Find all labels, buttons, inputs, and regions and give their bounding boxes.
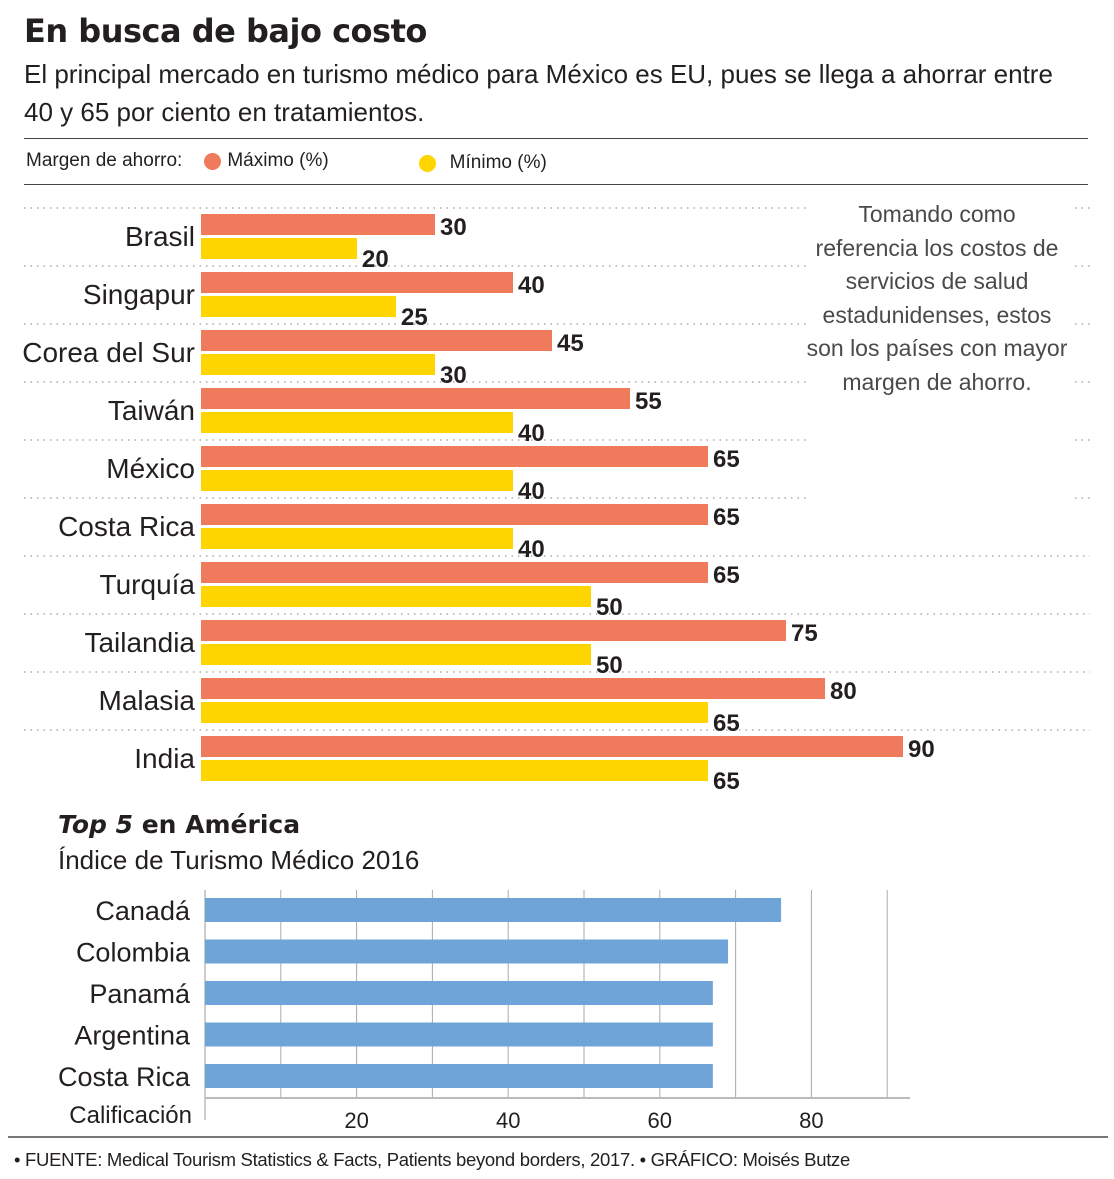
value-label-max: 80 <box>830 678 857 705</box>
bar-max <box>201 330 552 351</box>
annotation-note: Tomando como referencia los costos de se… <box>806 201 1068 395</box>
medical-tourism-index-chart: Canadá Colombia Panamá Argentina Costa Rica 2… <box>58 890 910 1133</box>
bar-max <box>201 678 825 699</box>
bar-max <box>201 562 708 583</box>
legend-label-max: Máximo (%) <box>227 150 329 171</box>
category-label: Costa Rica <box>58 1062 191 1092</box>
divider-footer <box>8 1136 1108 1138</box>
value-label-min: 20 <box>362 246 389 273</box>
bar-max <box>201 272 513 293</box>
category-label: Taiwán <box>108 395 195 426</box>
legend-item-min: Mínimo (%) <box>418 152 547 174</box>
bar-max <box>201 446 708 467</box>
value-label-min: 40 <box>518 536 545 563</box>
value-label-max: 75 <box>791 620 818 647</box>
bar <box>205 981 713 1005</box>
x-tick-label: 20 <box>344 1108 368 1133</box>
value-label-max: 65 <box>713 504 740 531</box>
category-label: Panamá <box>89 979 191 1009</box>
x-tick-label: 80 <box>799 1108 823 1133</box>
value-label-min: 50 <box>596 652 623 679</box>
bar <box>205 1022 713 1047</box>
value-label-min: 40 <box>518 478 545 505</box>
legend-swatch-max <box>204 152 222 170</box>
bar-max <box>201 214 435 235</box>
category-label: México <box>106 453 195 484</box>
category-label: Argentina <box>74 1021 191 1051</box>
chart-title: En busca de bajo costo <box>24 12 427 50</box>
category-label: India <box>134 743 195 774</box>
category-label: Costa Rica <box>58 511 195 542</box>
divider-top <box>24 138 1088 139</box>
legend-item-max: Máximo (%) <box>204 150 329 172</box>
value-label-max: 65 <box>713 562 740 589</box>
value-label-min: 65 <box>713 710 740 737</box>
bar-max <box>201 388 630 409</box>
chart-subtitle: El principal mercado en turismo médico p… <box>24 59 1053 127</box>
category-label: Corea del Sur <box>22 337 195 368</box>
bottom-title-italic: Top 5 <box>58 810 133 839</box>
legend: Margen de ahorro: Máximo (%) Mínimo (%) <box>26 148 547 174</box>
category-label: Colombia <box>76 938 191 968</box>
value-label-min: 50 <box>596 594 623 621</box>
category-label: Brasil <box>125 221 195 252</box>
legend-swatch-min <box>418 154 436 172</box>
bar-min <box>201 470 513 491</box>
value-label-max: 30 <box>440 214 467 241</box>
bar-min <box>201 238 357 259</box>
bar-min <box>201 354 435 375</box>
bar-min <box>201 412 513 433</box>
value-label-max: 90 <box>908 736 935 763</box>
value-label-max: 65 <box>713 446 740 473</box>
bar-max <box>201 736 903 757</box>
value-label-min: 40 <box>518 420 545 447</box>
bottom-chart-subtitle: Índice de Turismo Médico 2016 <box>58 845 420 875</box>
legend-label-min: Mínimo (%) <box>449 152 547 173</box>
category-label: Turquía <box>100 569 196 600</box>
x-axis-label: Calificación <box>69 1102 192 1129</box>
bar-min <box>201 644 591 665</box>
divider-legend <box>24 184 1088 185</box>
bar-min <box>201 702 708 723</box>
bar <box>205 1064 713 1088</box>
source-footer: • FUENTE: Medical Tourism Statistics & F… <box>14 1149 850 1170</box>
legend-label: Margen de ahorro: <box>26 150 183 171</box>
value-label-max: 45 <box>557 330 584 357</box>
savings-bar-chart: Brasil 30 20 Singapur 40 25 Corea del Sur 45 30 T… <box>22 207 1090 795</box>
value-label-min: 65 <box>713 768 740 795</box>
value-label-min: 25 <box>401 304 428 331</box>
bottom-title-rest: en América <box>133 810 301 839</box>
bottom-chart-title: Top 5 en América <box>58 810 300 839</box>
bar-min <box>201 760 708 781</box>
value-label-max: 55 <box>635 388 662 415</box>
category-label: Malasia <box>99 685 196 716</box>
bar-min <box>201 528 513 549</box>
value-label-max: 40 <box>518 272 545 299</box>
bar-min <box>201 296 396 317</box>
bar-max <box>201 504 708 525</box>
category-label: Tailandia <box>84 627 195 658</box>
category-label: Canadá <box>95 896 191 926</box>
bar-min <box>201 586 591 607</box>
x-tick-label: 60 <box>648 1108 672 1133</box>
x-tick-label: 40 <box>496 1108 520 1133</box>
bar <box>205 939 729 964</box>
value-label-min: 30 <box>440 362 467 389</box>
category-label: Singapur <box>83 279 195 310</box>
bar-max <box>201 620 786 641</box>
bar <box>205 898 782 922</box>
